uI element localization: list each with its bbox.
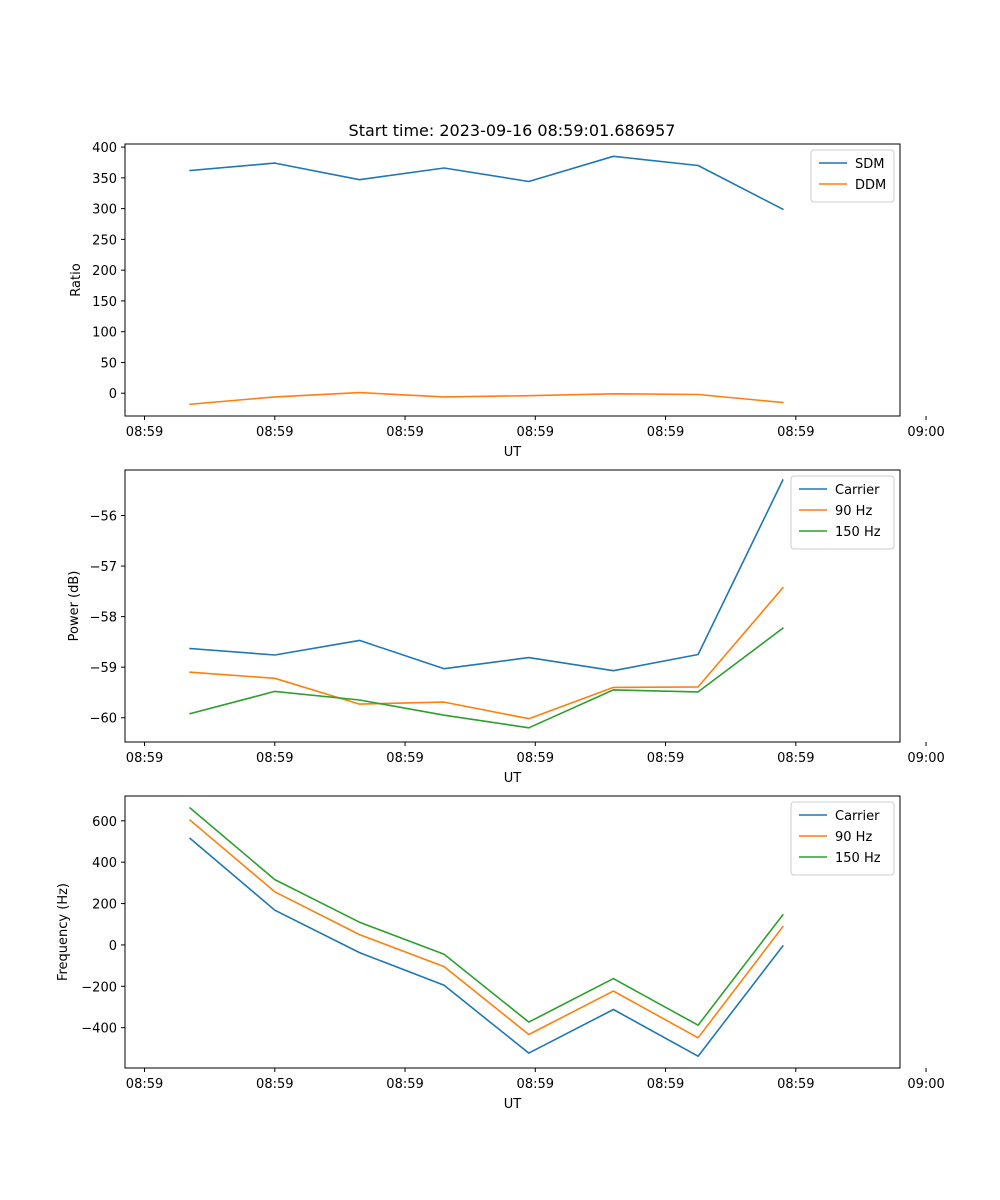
x-tick-label: 08:59 <box>777 751 814 766</box>
x-axis-label: UT <box>504 771 522 786</box>
charts-container: 08:59 08:59 08:59 08:59 08:59 08:59 09:00 0 50 10… <box>56 141 945 1112</box>
y-axis-label: Frequency (Hz) <box>56 883 71 981</box>
y-tick-label: 400 <box>92 856 117 871</box>
x-tick-label: 08:59 <box>256 425 293 440</box>
y-tick-label: −60 <box>90 712 117 727</box>
legend: SDM DDM <box>810 149 895 203</box>
x-tick-label: 09:00 <box>907 751 944 766</box>
y-tick-label: −57 <box>90 560 117 575</box>
chart-1: 08:59 08:59 08:59 08:59 08:59 08:59 09:00 0 50 10… <box>69 141 945 460</box>
axes-frame <box>124 795 901 1069</box>
series-line-2 <box>189 586 784 720</box>
x-tick-label: 09:00 <box>907 425 944 440</box>
x-tick-label: 08:59 <box>386 425 423 440</box>
x-tick-label: 08:59 <box>647 1077 684 1092</box>
x-tick-label: 08:59 <box>517 1077 554 1092</box>
y-tick-label: −200 <box>81 980 117 995</box>
series-line-1 <box>189 479 784 672</box>
legend-label: SDM <box>855 157 884 172</box>
legend: Carrier 90 Hz 150 Hz <box>790 475 895 550</box>
legend-label: Carrier <box>835 483 880 498</box>
y-tick-label: −400 <box>81 1022 117 1037</box>
x-tick-label: 08:59 <box>647 751 684 766</box>
axes-frame <box>124 469 901 743</box>
x-tick-label: 08:59 <box>256 1077 293 1092</box>
legend-label: 150 Hz <box>835 525 881 540</box>
y-tick-label: −56 <box>90 510 117 525</box>
x-tick-label: 08:59 <box>126 425 163 440</box>
x-tick-label: 08:59 <box>647 425 684 440</box>
x-tick-label: 09:00 <box>907 1077 944 1092</box>
y-tick-label: 300 <box>92 203 117 218</box>
y-tick-label: 0 <box>109 387 117 402</box>
y-tick-label: 200 <box>92 898 117 913</box>
x-tick-label: 08:59 <box>386 1077 423 1092</box>
series-line-1 <box>189 155 784 211</box>
y-tick-label: −59 <box>90 661 117 676</box>
figure-title: Start time: 2023-09-16 08:59:01.686957 <box>349 121 676 140</box>
legend-label: 150 Hz <box>835 851 881 866</box>
series-line-1 <box>188 837 784 1057</box>
series-line-3 <box>188 806 784 1026</box>
y-tick-label: 400 <box>92 141 117 156</box>
legend: Carrier 90 Hz 150 Hz <box>790 801 895 876</box>
series-line-2 <box>188 819 784 1039</box>
legend-label: 90 Hz <box>835 830 872 845</box>
legend-label: DDM <box>855 178 886 193</box>
y-axis-label: Ratio <box>69 263 84 296</box>
y-tick-label: 50 <box>100 356 117 371</box>
y-tick-label: 600 <box>92 815 117 830</box>
x-tick-label: 08:59 <box>386 751 423 766</box>
x-tick-label: 08:59 <box>777 425 814 440</box>
y-tick-label: 350 <box>92 172 117 187</box>
legend-label: Carrier <box>835 809 880 824</box>
x-tick-label: 08:59 <box>256 751 293 766</box>
series-line-2 <box>189 391 784 406</box>
x-tick-label: 08:59 <box>126 751 163 766</box>
y-tick-label: 0 <box>109 939 117 954</box>
x-tick-label: 08:59 <box>517 425 554 440</box>
y-axis-label: Power (dB) <box>67 571 82 642</box>
chart-2: 08:59 08:59 08:59 08:59 08:59 08:59 09:00 −60 −5… <box>67 469 945 786</box>
legend-label: 90 Hz <box>835 504 872 519</box>
x-tick-label: 08:59 <box>517 751 554 766</box>
x-tick-label: 08:59 <box>126 1077 163 1092</box>
y-tick-label: −58 <box>90 611 117 626</box>
y-tick-label: 250 <box>92 233 117 248</box>
axes-frame <box>124 143 901 417</box>
y-tick-label: 100 <box>92 326 117 341</box>
series-line-3 <box>189 627 784 729</box>
x-axis-label: UT <box>504 1097 522 1112</box>
chart-3: 08:59 08:59 08:59 08:59 08:59 08:59 09:00 −400 −… <box>56 795 945 1112</box>
x-tick-label: 08:59 <box>777 1077 814 1092</box>
y-tick-label: 200 <box>92 264 117 279</box>
y-tick-label: 150 <box>92 295 117 310</box>
x-axis-label: UT <box>504 445 522 460</box>
